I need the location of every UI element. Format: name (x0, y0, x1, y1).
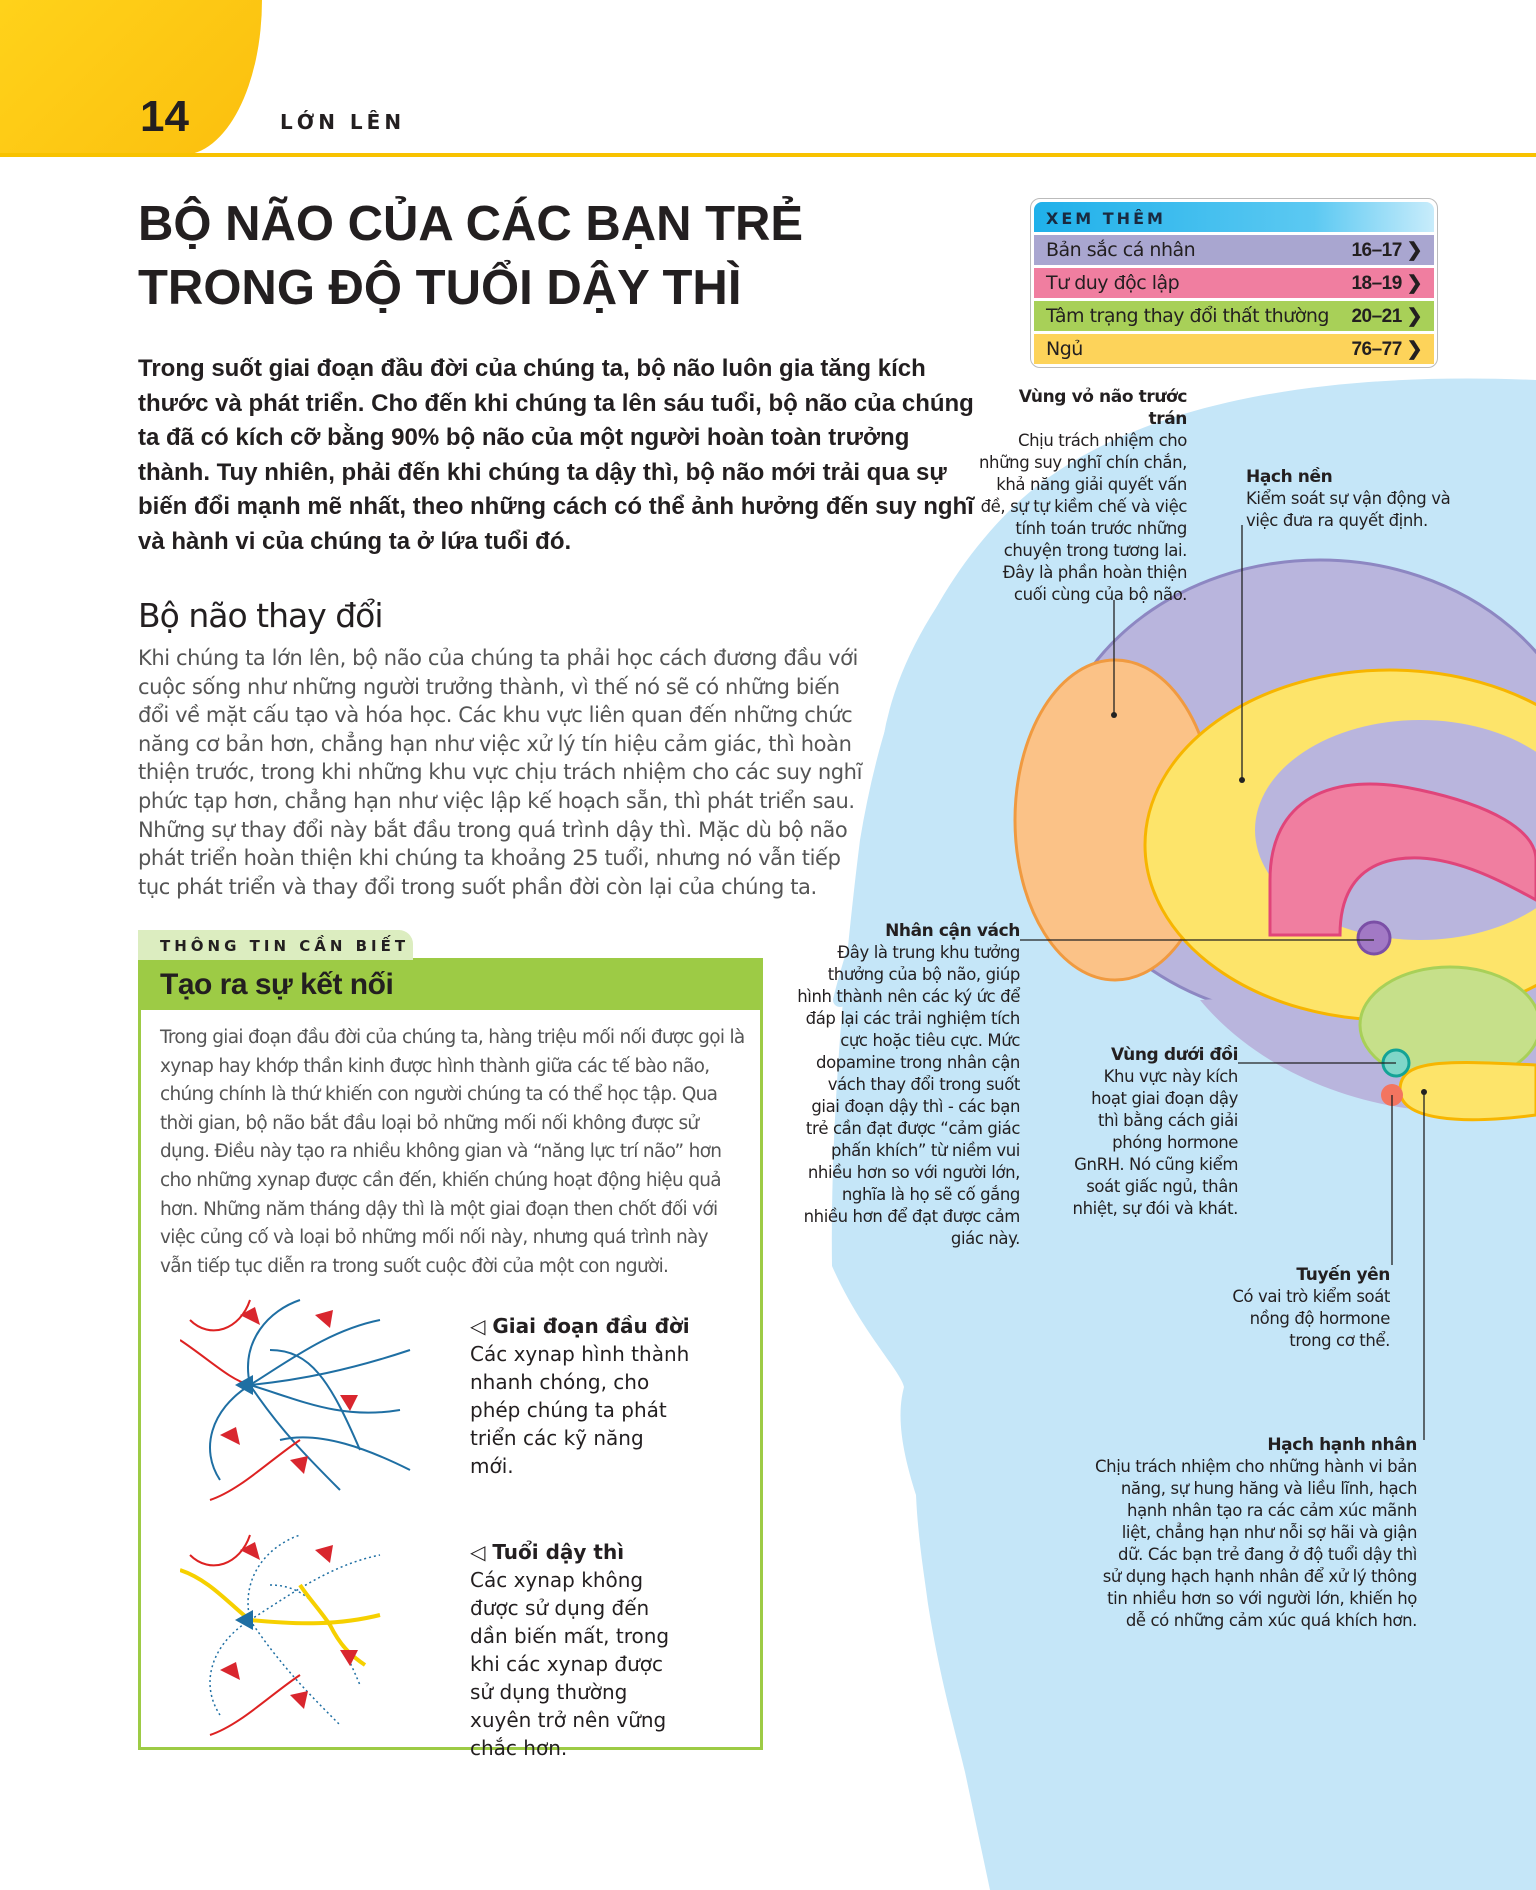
see-also-heading: XEM THÊM (1034, 202, 1434, 232)
section-title: LỚN LÊN (280, 110, 406, 134)
link-label: Bản sắc cá nhân (1046, 239, 1196, 261)
link-label: Ngủ (1046, 338, 1083, 360)
body-paragraph: Khi chúng ta lớn lên, bộ não của chúng t… (138, 646, 863, 899)
caption-puberty: ◁ Tuổi dậy thì Các xynap không được sử dụ… (470, 1538, 690, 1762)
label-text: Có vai trò kiểm soát nồng độ hormone tro… (1232, 1287, 1390, 1350)
corner-tab (0, 0, 262, 155)
caption-early: ◁ Giai đoạn đầu đời Các xynap hình thành … (470, 1312, 690, 1480)
see-also-link[interactable]: Bản sắc cá nhân 16–17 ❯ (1034, 235, 1434, 265)
caption-title: ◁ Giai đoạn đầu đời (470, 1314, 690, 1338)
label-text: Chịu trách nhiệm cho những hành vi bản n… (1095, 1457, 1417, 1630)
label-title: Vùng dưới đồi (1110, 1045, 1238, 1065)
caption-text: Các xynap không được sử dụng đến dần biế… (470, 1568, 670, 1760)
info-box-tag: THÔNG TIN CẦN BIẾT (138, 930, 413, 960)
see-also-box: XEM THÊM Bản sắc cá nhân 16–17 ❯ Tư duy đ… (1030, 198, 1438, 368)
title-line: TRONG ĐỘ TUỔI DẬY THÌ (138, 261, 742, 315)
link-pages: 16–17 (1351, 239, 1402, 261)
nucleus-accumbens (1356, 920, 1392, 956)
label-text: Chịu trách nhiệm cho những suy nghĩ chín… (979, 431, 1187, 604)
caption-text: Các xynap hình thành nhanh chóng, cho ph… (470, 1342, 690, 1478)
label-text: Kiểm soát sự vận động và việc đưa ra quy… (1246, 489, 1451, 530)
neurons-puberty-illustration (180, 1534, 381, 1736)
label-title: Hạch nền (1246, 467, 1333, 487)
label-text: Khu vực này kích hoạt giai đoạn dậy thì … (1072, 1067, 1239, 1218)
label-text: Đây là trung khu tưởng thưởng của bộ não… (797, 943, 1020, 1248)
link-pages: 76–77 (1351, 338, 1402, 360)
link-label: Tư duy độc lập (1046, 272, 1180, 294)
label-title: Hạch hạnh nhân (1267, 1435, 1417, 1455)
link-label: Tâm trạng thay đổi thất thường (1046, 305, 1329, 327)
info-box (138, 958, 763, 1750)
see-also-link[interactable]: Tâm trạng thay đổi thất thường 20–21 ❯ (1034, 301, 1434, 331)
page-title: BỘ NÃO CỦA CÁC BẠN TRẺ TRONG ĐỘ TUỔI DẬY … (138, 192, 938, 320)
caption-title: ◁ Tuổi dậy thì (470, 1540, 625, 1564)
neurons-early-illustration (180, 1299, 411, 1501)
section-heading: Bộ não thay đổi (138, 596, 384, 635)
info-box-heading: Tạo ra sự kết nối (138, 960, 763, 1010)
label-title: Tuyến yên (1296, 1265, 1390, 1285)
label-pituitary: Tuyến yên Có vai trò kiểm soát nồng độ ho… (1220, 1264, 1390, 1352)
see-also-link[interactable]: Ngủ 76–77 ❯ (1034, 334, 1434, 364)
label-title: Nhân cận vách (885, 921, 1020, 941)
label-basal-ganglia: Hạch nền Kiểm soát sự vận động và việc đư… (1246, 466, 1466, 532)
label-prefrontal: Vùng vỏ não trước trán Chịu trách nhiệm c… (975, 386, 1187, 606)
intro-paragraph: Trong suốt giai đoạn đầu đời của chúng t… (138, 355, 974, 555)
link-pages: 18–19 (1351, 272, 1402, 294)
see-also-link[interactable]: Tư duy độc lập 18–19 ❯ (1034, 268, 1434, 298)
leader-lines (1020, 525, 1425, 1440)
label-amygdala: Hạch hạnh nhân Chịu trách nhiệm cho những… (1095, 1434, 1417, 1632)
label-hypothalamus: Vùng dưới đồi Khu vực này kích hoạt giai … (1070, 1044, 1239, 1220)
page-number: 14 (140, 92, 189, 141)
title-line: BỘ NÃO CỦA CÁC BẠN TRẺ (138, 197, 804, 251)
info-box-text: Trong giai đoạn đầu đời của chúng ta, hà… (160, 1027, 745, 1277)
link-pages: 20–21 (1351, 305, 1402, 327)
header-rule (0, 153, 1536, 157)
label-title: Vùng vỏ não trước trán (1018, 387, 1188, 429)
label-nucleus-accumbens: Nhân cận vách Đây là trung khu tưởng thưở… (795, 920, 1020, 1250)
